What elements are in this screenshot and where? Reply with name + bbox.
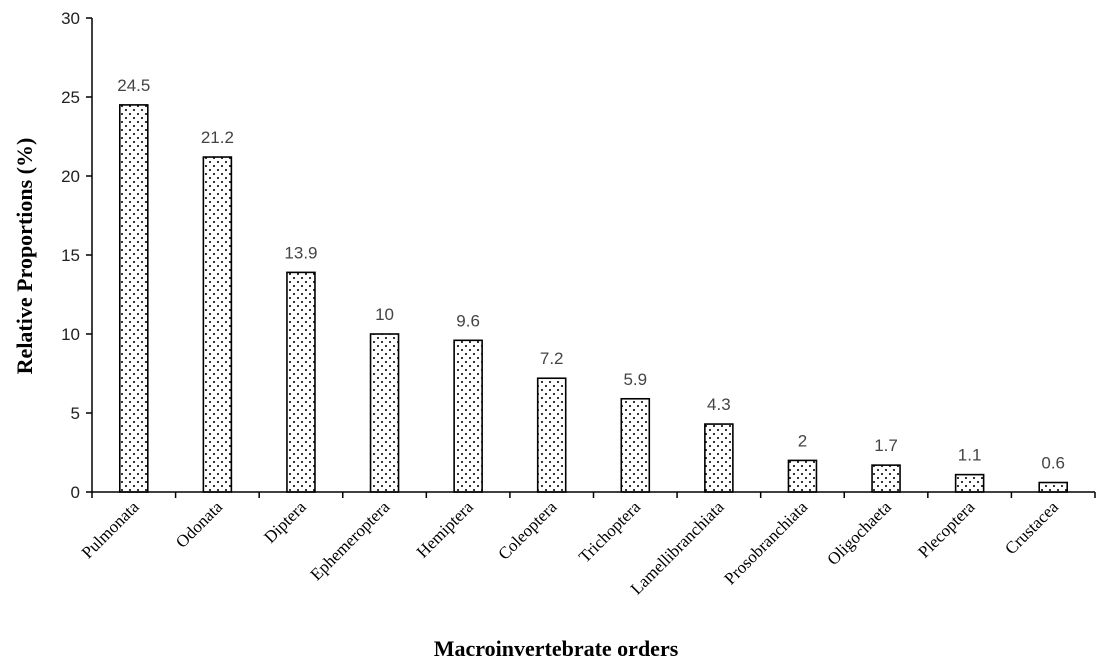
data-label: 24.5 (117, 76, 150, 95)
bar-crustacea (1038, 481, 1069, 493)
x-axis-title: Macroinvertebrate orders (434, 636, 679, 661)
x-tick-label: Pulmonata (78, 497, 143, 562)
bar-diptera (286, 271, 316, 493)
data-label: 5.9 (623, 370, 647, 389)
bar-trichoptera (620, 397, 651, 493)
bar-oligochaeta (871, 464, 901, 493)
bar-plecoptera (954, 473, 985, 493)
y-tick-label: 10 (61, 325, 80, 344)
y-axis-title: Relative Proportions (%) (12, 138, 37, 375)
bars-layer (118, 104, 1069, 493)
x-tick-label: Plecoptera (914, 497, 978, 561)
bar-coleoptera (536, 377, 567, 493)
x-tick-label: Prosobranchiata (720, 497, 811, 588)
y-tick-label: 0 (71, 483, 80, 502)
y-tick-label: 30 (61, 9, 80, 28)
data-label: 1.7 (874, 436, 898, 455)
data-label: 10 (375, 305, 394, 324)
data-label: 21.2 (201, 128, 234, 147)
data-label: 2 (798, 431, 807, 450)
data-label: 4.3 (707, 395, 731, 414)
bar-hemiptera (453, 339, 483, 493)
x-tick-label: Coleoptera (494, 497, 560, 563)
data-label: 9.6 (456, 311, 480, 330)
data-label: 7.2 (540, 349, 564, 368)
x-tick-label: Diptera (260, 497, 310, 547)
axes-layer (86, 17, 1096, 498)
bar-odonata (202, 156, 233, 493)
bar-pulmonata (118, 104, 149, 493)
bar-prosobranchiata (787, 459, 818, 493)
data-label: 13.9 (284, 243, 317, 262)
x-tick-label: Hemiptera (413, 497, 477, 561)
x-tick-label: Oligochaeta (823, 497, 895, 569)
x-tick-label: Crustacea (1001, 497, 1062, 558)
x-tick-label: Odonata (172, 497, 226, 551)
bar-lamellibranchiata (704, 423, 734, 493)
bar-ephemeroptera (369, 333, 400, 493)
data-label: 1.1 (958, 446, 982, 465)
y-tick-label: 5 (71, 404, 80, 423)
y-tick-label: 20 (61, 167, 80, 186)
data-label: 0.6 (1041, 454, 1065, 473)
x-tick-label: Trichoptera (575, 497, 644, 566)
x-tick-label: Ephemeroptera (307, 497, 394, 584)
y-tick-label: 15 (61, 246, 80, 265)
y-tick-label: 25 (61, 88, 80, 107)
